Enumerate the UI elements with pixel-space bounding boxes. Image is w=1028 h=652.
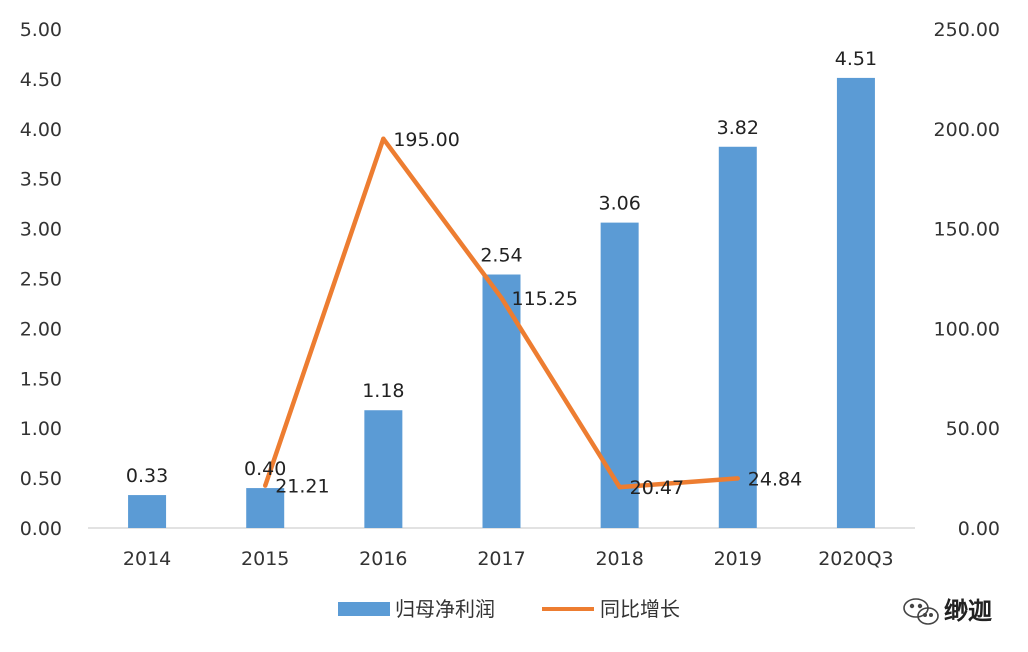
y-right-tick-label: 100.00 [934,318,1000,340]
line-data-label: 24.84 [748,468,802,490]
line-point [617,484,622,490]
line-point [735,476,740,481]
y-left-tick-label: 3.00 [20,219,62,241]
bar-data-label: 3.06 [598,193,640,215]
y-left-tick-label: 0.00 [20,518,62,540]
watermark-text: 缈迦 [944,597,992,625]
bar-data-label: 1.18 [362,380,404,402]
legend-label-line: 同比增长 [600,597,680,621]
bar [128,495,167,528]
bar-data-label: 2.54 [480,245,522,267]
x-tick-label: 2014 [123,548,171,570]
bar [718,146,757,528]
y-left-tick-label: 5.00 [20,19,62,41]
bar [364,410,403,528]
bar [482,274,521,528]
y-right-axis: 0.00 50.00 100.00 150.00 200.00 250.00 [934,19,1000,540]
bar-series [128,77,875,528]
line-point [499,295,504,301]
legend-label-bar: 归母净利润 [395,597,495,621]
bar [600,222,639,528]
y-left-tick-label: 2.50 [20,269,62,291]
bar-data-label: 0.33 [126,465,168,487]
y-right-tick-label: 200.00 [934,119,1000,141]
bar-data-label: 0.40 [244,458,286,480]
x-tick-label: 2015 [241,548,289,570]
y-right-tick-label: 0.00 [958,518,1000,540]
y-left-tick-label: 1.50 [20,368,62,390]
y-right-tick-label: 50.00 [946,418,1000,440]
x-tick-label: 2018 [595,548,643,570]
line-data-labels: 21.21 195.00 115.25 20.47 24.84 [275,129,802,499]
x-tick-label: 2019 [714,548,762,570]
bar-data-label: 4.51 [835,48,877,70]
y-left-tick-label: 3.50 [20,169,62,191]
line-data-label: 21.21 [275,476,329,498]
line-data-label: 115.25 [512,288,578,310]
x-tick-label: 2017 [477,548,525,570]
legend: 归母净利润 同比增长 [338,597,680,621]
y-left-tick-label: 1.00 [20,418,62,440]
y-left-axis: 0.00 0.50 1.00 1.50 2.00 2.50 3.00 3.50 4.00 4.50… [20,19,62,540]
y-left-tick-label: 4.00 [20,119,62,141]
y-right-tick-label: 150.00 [934,219,1000,241]
line-series [263,136,740,490]
x-tick-label: 2020Q3 [818,548,893,570]
bar [836,77,875,528]
line-point [263,483,268,488]
legend-swatch-bar [338,602,390,616]
y-left-tick-label: 2.00 [20,318,62,340]
x-tick-label: 2016 [359,548,407,570]
bar [246,488,285,528]
watermark: 缈迦 [903,597,992,625]
bar-data-labels: 0.33 0.40 1.18 2.54 3.06 3.82 4.51 [126,48,877,487]
x-axis: 2014 2015 2016 2017 2018 2019 2020Q3 [123,548,894,570]
wechat-icon [903,598,939,625]
line-data-label: 20.47 [630,477,684,499]
line-point [381,136,386,141]
y-left-tick-label: 0.50 [20,468,62,490]
y-left-tick-label: 4.50 [20,69,62,91]
line-data-label: 195.00 [393,129,459,151]
y-right-tick-label: 250.00 [934,19,1000,41]
bar-data-label: 3.82 [717,117,759,139]
